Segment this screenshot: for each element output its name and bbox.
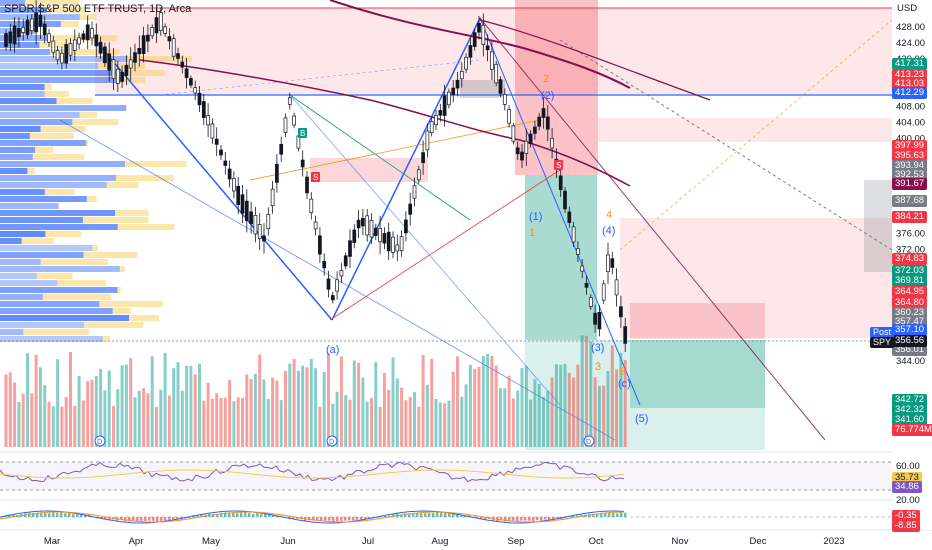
price-label: 417.31 <box>892 58 928 70</box>
sell-marker-sep-label: S <box>556 161 561 170</box>
sell-marker[interactable]: S <box>311 172 320 182</box>
resistance-zone-right <box>620 218 892 338</box>
dividend-marker-mar-label: D <box>97 439 102 446</box>
wave-orange-4: 4 <box>606 209 612 221</box>
moving-average-long <box>479 19 711 101</box>
price-tick: 400.00 <box>896 133 925 144</box>
last-price-label: 356.56 <box>892 335 928 347</box>
symbol-label: SPY <box>870 337 895 348</box>
time-label: Jun <box>280 536 295 547</box>
macd-value-label: -8.85 <box>892 520 920 532</box>
price-label: 342.72 <box>892 394 928 406</box>
time-axis[interactable]: Mar Apr May Jun Jul Aug Sep Oct Nov Dec 2023 <box>44 536 845 547</box>
demand-zone-right <box>630 340 765 408</box>
wave-label-3: (3) <box>591 342 604 354</box>
target-zone-green <box>525 175 597 340</box>
price-label: 384.21 <box>892 211 928 223</box>
wave-label-4: (4) <box>602 225 615 237</box>
time-label: Mar <box>44 536 60 547</box>
price-label: 387.68 <box>892 195 928 207</box>
post-label: Post <box>870 327 895 338</box>
resistance-zone-right-dark <box>630 303 765 339</box>
dividend-marker-sep-label: D <box>586 439 591 446</box>
time-label: Aug <box>432 536 449 547</box>
buy-marker[interactable]: B <box>298 128 307 138</box>
price-label: 341.60 <box>892 414 928 426</box>
rsi-line <box>0 461 625 483</box>
volume-bars <box>4 335 627 447</box>
dividend-marker-jun[interactable]: D <box>326 435 338 447</box>
time-label: Sep <box>508 536 525 547</box>
price-label: 342.32 <box>892 404 928 416</box>
price-tick: 428.00 <box>896 22 925 33</box>
price-label: 364.80 <box>892 297 928 309</box>
price-label: 374.83 <box>892 253 928 265</box>
rsi-panel[interactable] <box>0 461 892 491</box>
rsi-signal-line <box>0 469 625 479</box>
price-label: 391.67 <box>892 178 928 190</box>
sell-marker-label: S <box>313 173 318 182</box>
moving-average-200 <box>329 0 631 89</box>
dividend-marker-jun-label: D <box>329 439 334 446</box>
moving-average-100 <box>139 59 631 187</box>
buy-marker-label: B <box>300 129 305 138</box>
price-label: 397.99 <box>892 140 928 152</box>
price-tick: 408.00 <box>896 102 925 113</box>
supply-zone-right-small <box>598 118 892 142</box>
dividend-marker-mar[interactable]: D <box>94 435 106 447</box>
macd-line <box>0 510 625 524</box>
time-label: Jul <box>362 536 374 547</box>
currency-label: USD <box>897 3 918 14</box>
macd-value-label: -0.35 <box>892 510 920 522</box>
wave-orange-1: 1 <box>529 227 535 239</box>
rsi-value-label: 34.86 <box>892 481 922 493</box>
dividend-marker-sep[interactable]: D <box>583 435 595 447</box>
time-label: Apr <box>129 536 144 547</box>
price-tick: 404.00 <box>896 117 925 128</box>
wave-label-c: (c) <box>618 378 631 390</box>
price-label: 395.63 <box>892 150 928 162</box>
time-label: May <box>202 536 220 547</box>
wave-label-1: (1) <box>529 211 542 223</box>
price-label: 369.81 <box>892 275 928 287</box>
gray-zone-right <box>864 180 892 272</box>
wave-label-a: (a) <box>326 344 339 356</box>
macd-signal-line <box>0 511 625 523</box>
price-label: 76.774M <box>892 424 932 436</box>
price-label: 372.03 <box>892 265 928 277</box>
price-label: 412.29 <box>892 87 928 99</box>
price-tick: 372.00 <box>896 245 925 256</box>
price-label: 357.10 <box>892 324 928 336</box>
wave-orange-5: 5 <box>619 366 625 378</box>
supply-zone-mid <box>310 158 428 182</box>
price-tick: 376.00 <box>896 229 925 240</box>
time-label: Nov <box>672 536 689 547</box>
macd-panel[interactable] <box>0 510 892 524</box>
wave-orange-2: 2 <box>543 73 549 85</box>
wave-orange-3: 3 <box>595 361 601 373</box>
time-label: 2023 <box>823 536 844 547</box>
price-tick: 344.00 <box>896 356 925 367</box>
wave-label-5: (5) <box>635 413 648 425</box>
sell-marker-sep[interactable]: S <box>554 160 563 170</box>
chart-title[interactable]: SPDR S&P 500 ETF TRUST, 1D, Arca <box>4 3 192 15</box>
gray-zone-aug <box>460 80 505 98</box>
candles <box>4 0 628 353</box>
price-tick: 424.00 <box>896 38 925 49</box>
wave-label-2: (2) <box>541 90 554 102</box>
time-label: Dec <box>750 536 767 547</box>
price-label: 356.01 <box>892 344 928 356</box>
price-label: 364.95 <box>892 286 928 298</box>
time-label: Oct <box>589 536 604 547</box>
rsi-tick-60: 60.00 <box>896 461 920 472</box>
macd-histogram <box>0 512 627 523</box>
volume-profile <box>0 0 192 342</box>
rsi-tick-20: 20.00 <box>896 495 920 506</box>
